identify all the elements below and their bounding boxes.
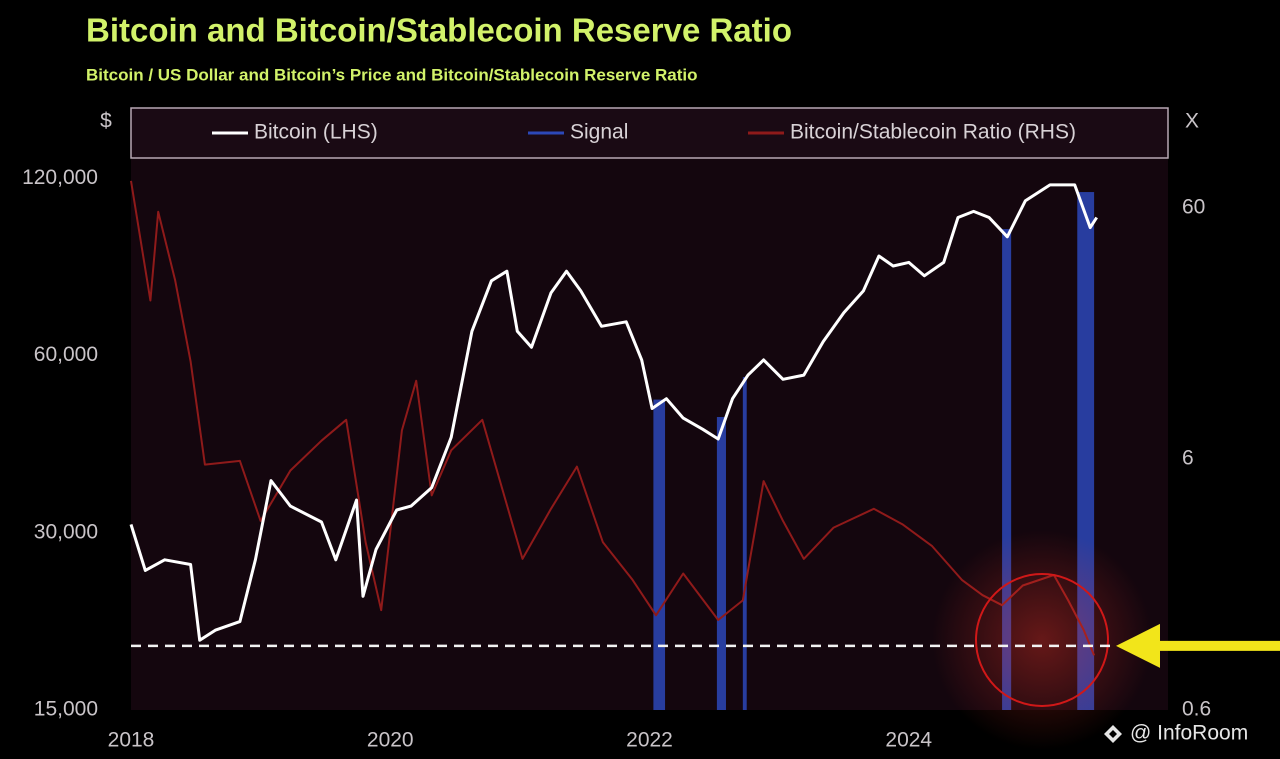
arrow	[1116, 623, 1280, 668]
legend-label: Signal	[570, 121, 628, 144]
watermark: @ InfoRoom	[1130, 722, 1248, 745]
y2-tick-label: 60	[1182, 196, 1205, 219]
legend-label: Bitcoin (LHS)	[254, 121, 378, 144]
y-axis-unit: $	[100, 110, 112, 133]
y-tick-label: 30,000	[34, 520, 98, 543]
chart-title: Bitcoin and Bitcoin/Stablecoin Reserve R…	[86, 12, 792, 49]
bitcoin-line	[129, 183, 1098, 642]
watermark-icon	[1104, 725, 1122, 743]
y2-tick-label: 0.6	[1182, 698, 1211, 721]
signal-band	[1002, 229, 1012, 710]
y-tick-label: 120,000	[22, 166, 98, 189]
y-tick-label: 60,000	[34, 343, 98, 366]
x-tick-label: 2020	[367, 729, 414, 752]
x-tick-label: 2018	[108, 729, 155, 752]
chart-subtitle: Bitcoin / US Dollar and Bitcoin’s Price …	[86, 65, 698, 84]
signal-band	[653, 399, 666, 710]
highlight-glow	[932, 530, 1152, 750]
signal-band	[742, 377, 747, 710]
highlight-circle	[975, 573, 1109, 707]
legend-box	[130, 107, 1169, 159]
signal-band	[716, 417, 726, 710]
x-tick-label: 2022	[626, 729, 673, 752]
y-tick-label: 15,000	[34, 698, 98, 721]
legend-label: Bitcoin/Stablecoin Ratio (RHS)	[790, 121, 1076, 144]
x-tick-label: 2024	[885, 729, 932, 752]
y2-axis-unit: X	[1185, 110, 1199, 133]
y2-tick-label: 6	[1182, 447, 1194, 470]
